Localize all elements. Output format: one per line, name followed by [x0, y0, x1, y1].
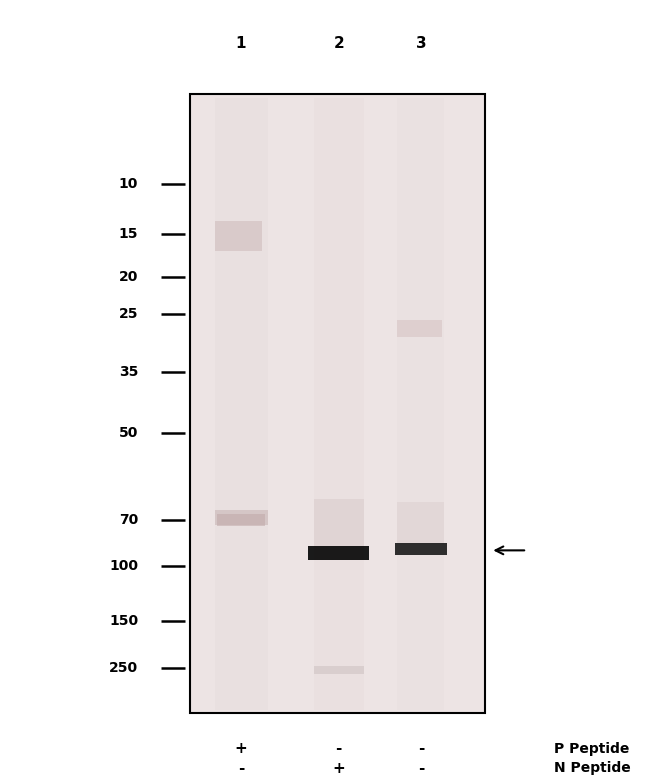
FancyBboxPatch shape: [190, 94, 486, 713]
Text: 35: 35: [119, 365, 138, 379]
Text: 250: 250: [109, 661, 138, 675]
Text: 2: 2: [333, 35, 344, 51]
Text: -: -: [335, 741, 342, 757]
FancyBboxPatch shape: [314, 98, 364, 710]
Text: 10: 10: [119, 177, 138, 191]
FancyBboxPatch shape: [396, 320, 441, 337]
Text: +: +: [332, 760, 345, 776]
Text: 20: 20: [119, 270, 138, 284]
FancyBboxPatch shape: [215, 510, 268, 525]
Text: -: -: [418, 741, 424, 757]
Text: 150: 150: [109, 614, 138, 628]
Text: -: -: [418, 760, 424, 776]
FancyBboxPatch shape: [308, 546, 369, 560]
FancyBboxPatch shape: [215, 221, 261, 251]
Text: N Peptide: N Peptide: [554, 761, 630, 775]
Text: 3: 3: [416, 35, 426, 51]
Text: 50: 50: [119, 426, 138, 440]
FancyBboxPatch shape: [314, 666, 364, 674]
Text: 1: 1: [236, 35, 246, 51]
Text: 15: 15: [119, 227, 138, 241]
Text: 25: 25: [119, 307, 138, 321]
FancyBboxPatch shape: [396, 502, 444, 545]
FancyBboxPatch shape: [217, 514, 265, 526]
FancyBboxPatch shape: [396, 98, 444, 710]
Text: -: -: [238, 760, 244, 776]
FancyBboxPatch shape: [215, 98, 268, 710]
FancyBboxPatch shape: [395, 543, 447, 555]
Text: P Peptide: P Peptide: [554, 742, 629, 756]
FancyBboxPatch shape: [314, 499, 364, 550]
Text: 70: 70: [119, 513, 138, 527]
Text: 100: 100: [109, 559, 138, 573]
Text: +: +: [235, 741, 248, 757]
